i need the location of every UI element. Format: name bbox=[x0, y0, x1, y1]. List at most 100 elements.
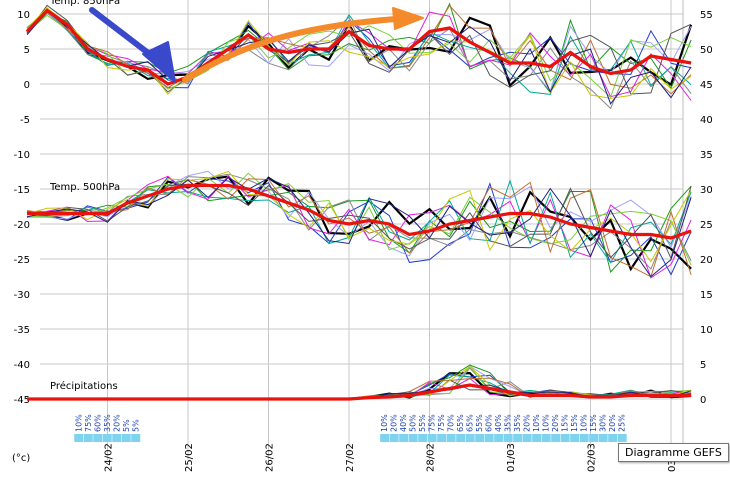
precip-prob-label: 70% bbox=[447, 414, 456, 432]
ensemble-member-line bbox=[26, 175, 692, 279]
x-tick-date: 01/03 bbox=[506, 443, 517, 472]
precip-prob-marker bbox=[437, 434, 447, 442]
precip-prob-label: 20% bbox=[390, 414, 399, 432]
y-tick-left: -30 bbox=[14, 290, 30, 301]
x-tick-date: 26/02 bbox=[265, 443, 276, 472]
precip-prob-label: 75% bbox=[437, 414, 446, 432]
precip-prob-marker bbox=[513, 434, 523, 442]
precip-prob-marker bbox=[503, 434, 513, 442]
precip-prob-marker bbox=[408, 434, 418, 442]
y-tick-right: 0 bbox=[700, 395, 706, 406]
precip-prob-label: 35% bbox=[103, 414, 112, 432]
y-tick-right: 25 bbox=[700, 220, 713, 231]
annotation-arrows bbox=[89, 7, 424, 83]
precip-prob-label: 60% bbox=[485, 414, 494, 432]
precip-prob-label: 60% bbox=[93, 414, 102, 432]
precip-prob-marker bbox=[389, 434, 399, 442]
precip-prob-marker bbox=[532, 434, 542, 442]
y-tick-left: -20 bbox=[14, 220, 30, 231]
x-tick-date: 02/03 bbox=[587, 443, 598, 472]
x-tick-date: 28/02 bbox=[426, 443, 437, 472]
precip-prob-label: 10% bbox=[380, 414, 389, 432]
precip-prob-label: 10% bbox=[580, 414, 589, 432]
precip-prob-marker bbox=[427, 434, 437, 442]
precip-prob-marker bbox=[131, 434, 141, 442]
y-tick-right: 20 bbox=[700, 255, 713, 266]
precip-prob-label: 15% bbox=[570, 414, 579, 432]
y-tick-left: -35 bbox=[14, 325, 30, 336]
precip-prob-marker bbox=[551, 434, 561, 442]
panel-title: Précipitations bbox=[50, 380, 118, 392]
precip-prob-label: 10% bbox=[542, 414, 551, 432]
precip-prob-marker bbox=[617, 434, 627, 442]
precip-prob-marker bbox=[93, 434, 103, 442]
precip-prob-label: 65% bbox=[456, 414, 465, 432]
x-tick-date: 24/02 bbox=[104, 443, 115, 472]
precip-prob-label: 35% bbox=[504, 414, 513, 432]
y-tick-left: 5 bbox=[24, 45, 30, 56]
panel-2: Précipitations bbox=[27, 364, 692, 401]
precip-prob-label: 5% bbox=[131, 419, 140, 432]
ensemble-member-line bbox=[26, 183, 692, 260]
y-tick-right: 5 bbox=[700, 360, 706, 371]
y-tick-left: -25 bbox=[14, 255, 30, 266]
y-tick-left: 10 bbox=[17, 10, 30, 21]
precip-prob-marker bbox=[589, 434, 599, 442]
y-tick-left: -5 bbox=[20, 115, 30, 126]
y-tick-left: -40 bbox=[14, 360, 30, 371]
precip-prob-label: 30% bbox=[599, 414, 608, 432]
precip-prob-marker bbox=[456, 434, 466, 442]
ensemble-mean-line bbox=[27, 383, 692, 401]
precip-prob-marker bbox=[418, 434, 428, 442]
ensemble-member-line bbox=[26, 4, 692, 95]
precip-prob-label: 55% bbox=[475, 414, 484, 432]
orange-arrow-shaft bbox=[182, 15, 413, 83]
precip-prob-label: 75% bbox=[84, 414, 93, 432]
precip-prob-marker bbox=[121, 434, 131, 442]
precip-prob-marker bbox=[608, 434, 618, 442]
y-tick-left: -15 bbox=[14, 185, 30, 196]
precip-prob-label: 15% bbox=[561, 414, 570, 432]
precip-prob-marker bbox=[522, 434, 532, 442]
y-tick-left: 0 bbox=[24, 80, 30, 91]
precip-prob-marker bbox=[494, 434, 504, 442]
y-tick-right: 40 bbox=[700, 115, 713, 126]
ensemble-member-line bbox=[26, 10, 692, 105]
precip-prob-group: 10% 75% 60% 35% 20% 5% 5% bbox=[74, 414, 141, 442]
precip-prob-label: 10% bbox=[74, 414, 83, 432]
precip-prob-marker bbox=[74, 434, 84, 442]
precip-prob-marker bbox=[102, 434, 112, 442]
precip-prob-label: 55% bbox=[418, 414, 427, 432]
precip-prob-marker bbox=[446, 434, 456, 442]
panel-title: Temp. 850hPa bbox=[49, 0, 120, 7]
precip-prob-marker bbox=[399, 434, 409, 442]
ensemble-member-line bbox=[26, 179, 692, 264]
precip-prob-label: 40% bbox=[494, 414, 503, 432]
y-tick-right: 10 bbox=[700, 325, 713, 336]
ensemble-member-line bbox=[26, 176, 692, 276]
ensemble-mean-line bbox=[25, 8, 692, 86]
precip-prob-marker bbox=[465, 434, 475, 442]
precip-prob-label: 20% bbox=[551, 414, 560, 432]
precip-prob-label: 65% bbox=[466, 414, 475, 432]
y-tick-left: -10 bbox=[14, 150, 30, 161]
unit-label: (°c) bbox=[12, 453, 30, 464]
y-tick-right: 45 bbox=[700, 80, 713, 91]
precip-prob-label: 20% bbox=[112, 414, 121, 432]
y-tick-right: 55 bbox=[700, 10, 713, 21]
precip-prob-marker bbox=[570, 434, 580, 442]
precip-prob-marker bbox=[83, 434, 93, 442]
orange-arrow-head bbox=[392, 7, 424, 30]
precip-prob-label: 5% bbox=[122, 419, 131, 432]
precip-prob-marker bbox=[484, 434, 494, 442]
precip-prob-group: 10% 20% 40% 50% 55% 75% 75% 70% 65% 65% 55% 60% 40% 3… bbox=[380, 414, 627, 442]
precip-prob-marker bbox=[579, 434, 589, 442]
precip-prob-marker bbox=[560, 434, 570, 442]
y-tick-right: 15 bbox=[700, 290, 713, 301]
tooltip-diagramme: Diagramme GEFS bbox=[618, 443, 729, 462]
x-tick-date: 25/02 bbox=[184, 443, 195, 472]
y-tick-right: 35 bbox=[700, 150, 713, 161]
panel-1: Temp. 500hPa bbox=[26, 170, 692, 279]
y-tick-left: -45 bbox=[14, 395, 30, 406]
